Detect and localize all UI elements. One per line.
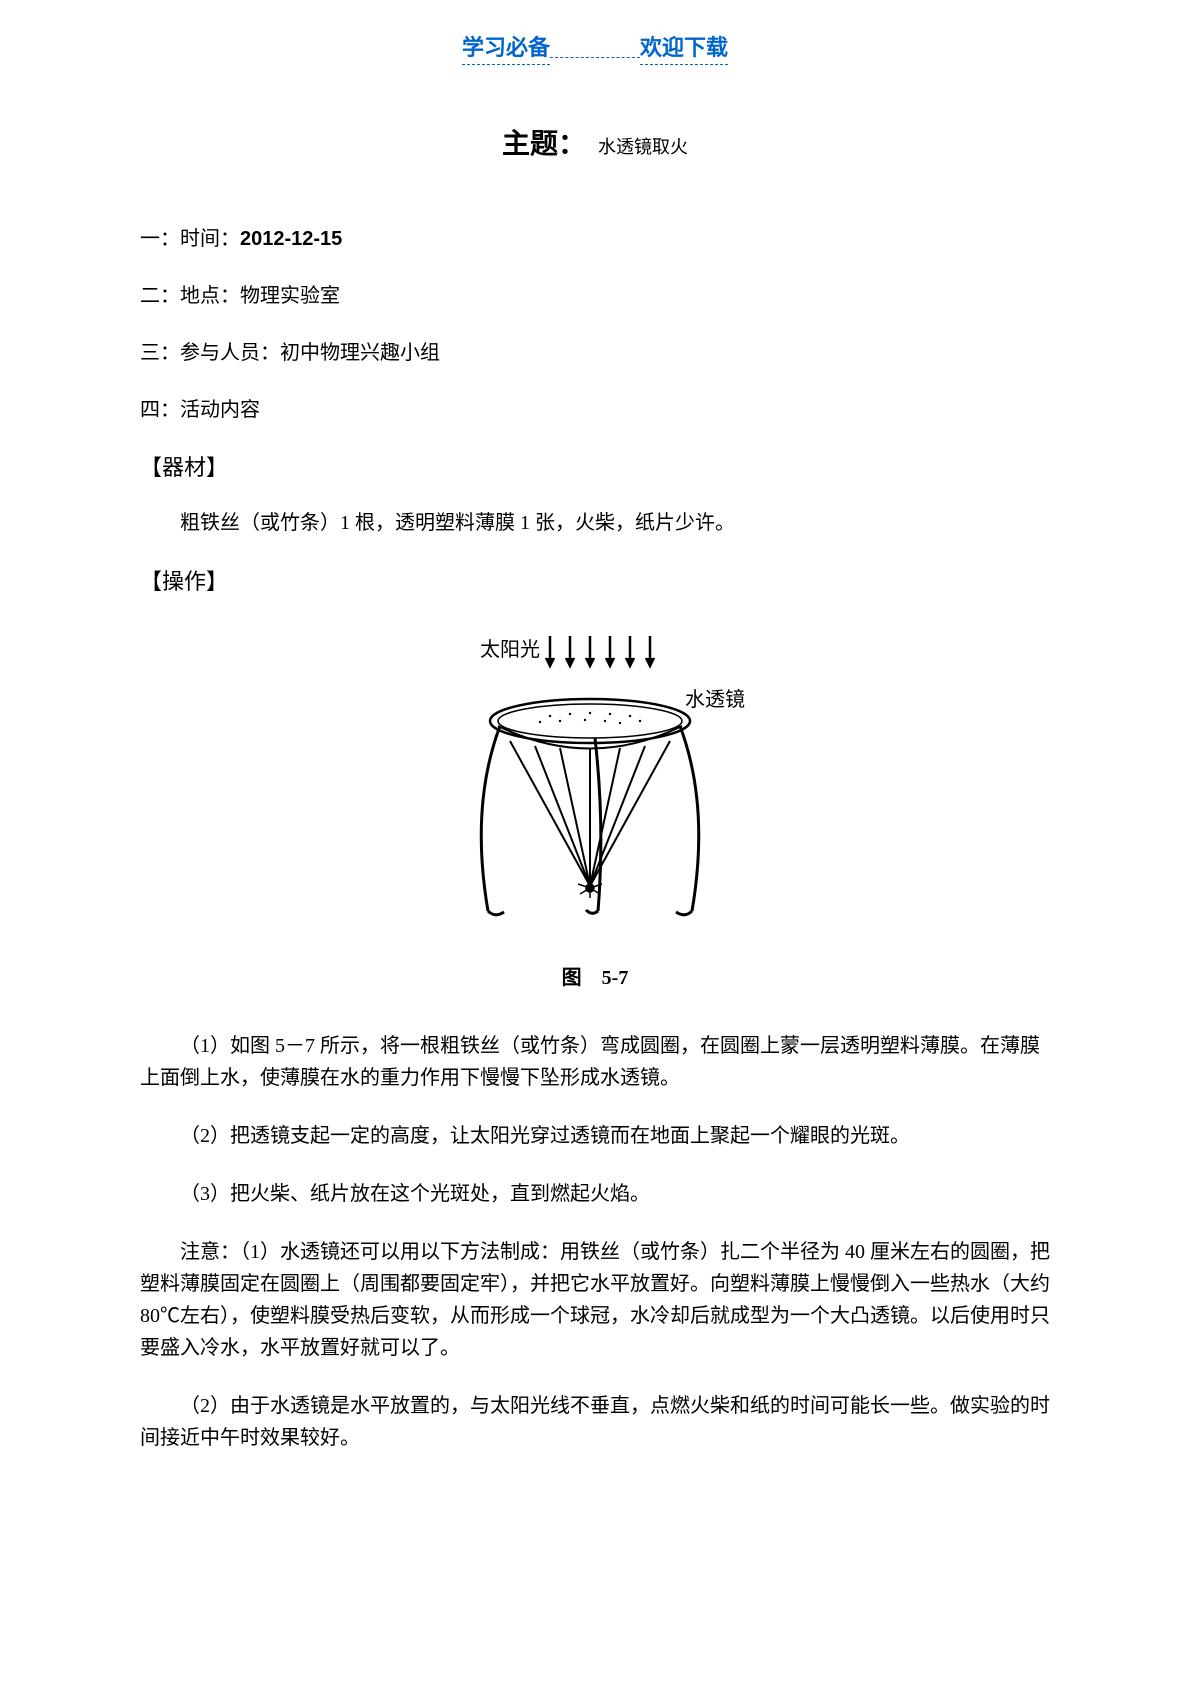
water-lens-diagram: 太阳光 水透镜: [440, 626, 750, 946]
header-link-spacer: [550, 57, 640, 58]
header-link-left[interactable]: 学习必备: [462, 35, 550, 65]
meta-time-label: 一：时间：: [140, 228, 240, 250]
operation-step-3: （3）把火柴、纸片放在这个光斑处，直到燃起火焰。: [140, 1178, 1050, 1210]
title-row: 主题： 水透镜取火: [140, 122, 1050, 162]
title-label: 主题：: [502, 129, 586, 160]
operation-step-1: （1）如图 5－7 所示，将一根粗铁丝（或竹条）弯成圆圈，在圆圈上蒙一层透明塑料…: [140, 1030, 1050, 1094]
header-link-right[interactable]: 欢迎下载: [640, 35, 728, 65]
section-materials-text: 粗铁丝（或竹条）1 根，透明塑料薄膜 1 张，火柴，纸片少许。: [140, 508, 1050, 538]
lens-label: 水透镜: [685, 688, 745, 711]
document-header: 学习必备 欢迎下载: [140, 30, 1050, 62]
figure-container: 太阳光 水透镜: [140, 626, 1050, 990]
section-operation-heading: 【操作】: [140, 564, 1050, 596]
operation-note-2: （2）由于水透镜是水平放置的，与太阳光线不垂直，点燃火柴和纸的时间可能长一些。做…: [140, 1390, 1050, 1454]
sun-label: 太阳光: [480, 638, 540, 661]
sunlight-arrows: [546, 636, 654, 666]
meta-location: 二：地点：物理实验室: [140, 279, 1050, 308]
operation-note-1: 注意：（1）水透镜还可以用以下方法制成：用铁丝（或竹条）扎二个半径为 40 厘米…: [140, 1236, 1050, 1364]
operation-step-2: （2）把透镜支起一定的高度，让太阳光穿过透镜而在地面上聚起一个耀眼的光斑。: [140, 1120, 1050, 1152]
meta-content: 四：活动内容: [140, 393, 1050, 422]
meta-participants: 三：参与人员：初中物理兴趣小组: [140, 336, 1050, 365]
meta-time-value: 2012-12-15: [240, 228, 342, 250]
meta-time: 一：时间：2012-12-15: [140, 222, 1050, 251]
figure-caption: 图 5-7: [140, 961, 1050, 990]
section-materials-heading: 【器材】: [140, 450, 1050, 482]
title-text: 水透镜取火: [598, 137, 688, 157]
